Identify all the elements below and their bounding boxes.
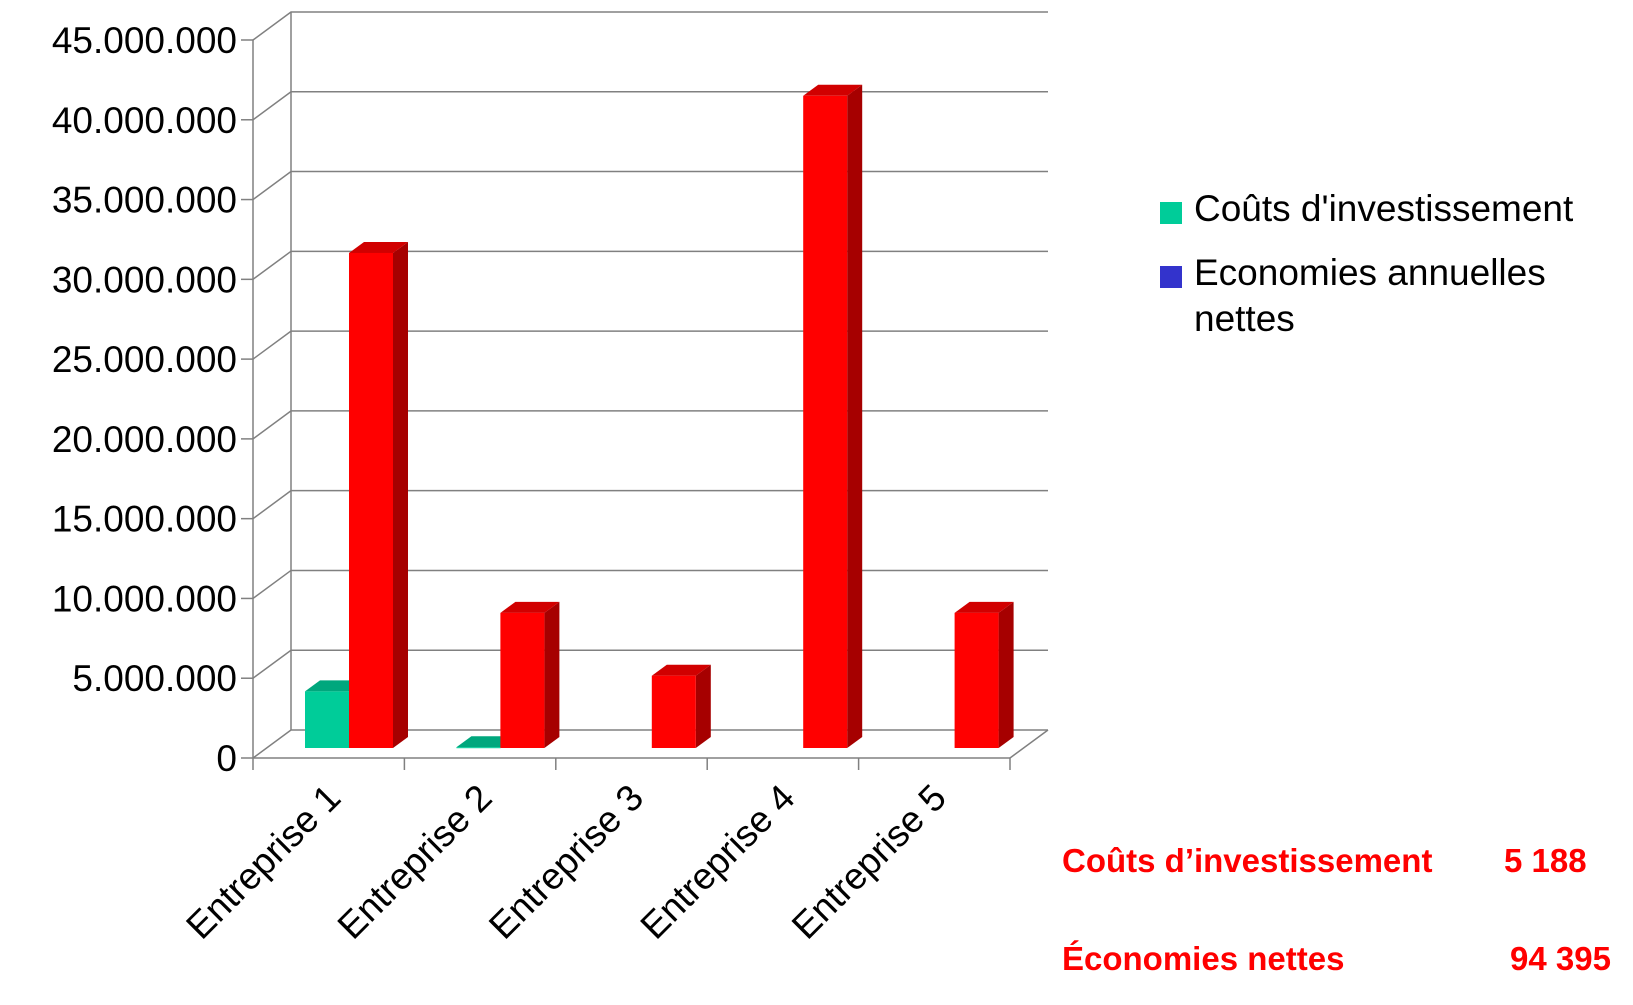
y-tick-label: 15.000.000 — [52, 499, 237, 540]
summary-investment: Coûts d’investissement 5 188 — [1062, 842, 1587, 880]
gridline — [252, 91, 1048, 121]
y-tick-label: 35.000.000 — [52, 180, 237, 221]
summary-savings: Économies nettes 94 395 — [1062, 940, 1611, 978]
y-tick-label: 40.000.000 — [52, 100, 237, 141]
bar-savings — [349, 241, 408, 748]
floor-edge — [1009, 729, 1049, 759]
bar-savings — [500, 601, 560, 748]
summary-savings-label: Économies nettes — [1062, 940, 1345, 977]
y-tick-label: 45.000.000 — [52, 20, 237, 61]
y-tick-label: 20.000.000 — [52, 419, 237, 460]
y-tick-label: 5.000.000 — [72, 658, 237, 699]
y-tick-labels: 0 5.000.000 10.000.000 15.000.000 20.000.000… — [52, 20, 237, 779]
x-tick-label: Entreprise 2 — [330, 777, 500, 947]
y-tick-label: 0 — [216, 738, 237, 779]
legend-label-savings: Economies annuelles nettes — [1194, 252, 1546, 339]
summary-investment-value: 5 188 — [1504, 842, 1587, 879]
summary-investment-label: Coûts d’investissement — [1062, 842, 1433, 879]
x-tick-label: Entreprise 1 — [178, 777, 348, 947]
bars — [305, 84, 1014, 749]
x-tick-label: Entreprise 3 — [481, 777, 651, 947]
y-tick-label: 25.000.000 — [52, 339, 237, 380]
legend-item-savings: Economies annuelles nettes — [1160, 250, 1594, 342]
legend-swatch-investment — [1160, 202, 1182, 224]
legend-label-investment: Coûts d'investissement — [1194, 188, 1574, 229]
legend: Coûts d'investissement Economies annuell… — [1160, 186, 1630, 360]
x-tick-label: Entreprise 5 — [784, 777, 954, 947]
bar-savings — [803, 84, 863, 748]
legend-swatch-savings — [1160, 266, 1182, 288]
bar-savings — [954, 601, 1014, 748]
y-tick-label: 10.000.000 — [52, 578, 237, 619]
gridline — [252, 11, 1048, 41]
summary-savings-value: 94 395 — [1510, 940, 1611, 977]
gridline — [252, 170, 1048, 201]
axes — [241, 12, 1049, 770]
y-tick-label: 30.000.000 — [52, 259, 237, 300]
bar-savings — [651, 664, 711, 748]
x-tick-label: Entreprise 4 — [632, 777, 802, 947]
legend-item-investment: Coûts d'investissement — [1160, 186, 1630, 232]
